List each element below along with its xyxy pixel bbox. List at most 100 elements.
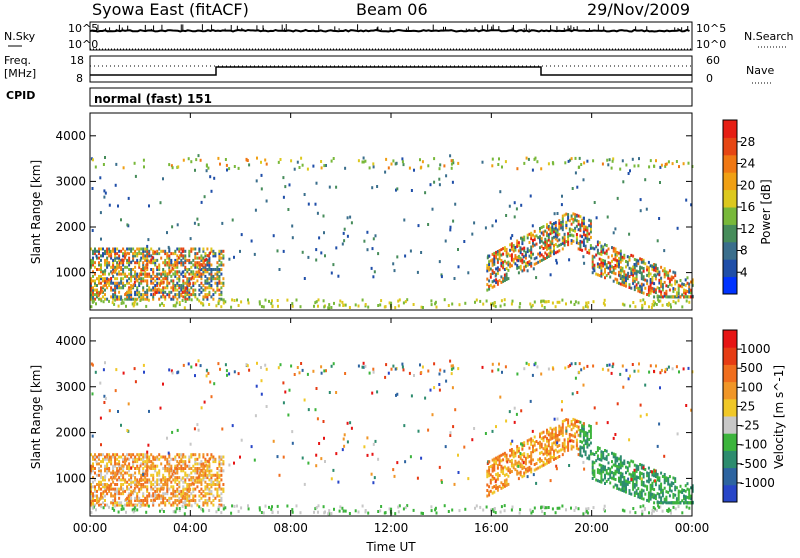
scatter-cell xyxy=(607,477,610,481)
scatter-cell xyxy=(533,435,536,439)
scatter-cell xyxy=(90,511,93,515)
scatter-cell xyxy=(115,368,118,372)
scatter-cell xyxy=(677,501,680,505)
scatter-cell xyxy=(218,263,221,267)
scatter-cell xyxy=(110,281,113,285)
scatter-cell xyxy=(122,478,125,482)
scatter-cell xyxy=(546,437,548,440)
scatter-cell xyxy=(186,464,189,468)
scatter-cell xyxy=(176,469,179,473)
scatter-cell xyxy=(126,261,129,265)
scatter-cell xyxy=(669,303,672,307)
scatter-cell xyxy=(572,220,575,224)
scatter-cell xyxy=(579,420,582,424)
scatter-cell xyxy=(300,362,303,365)
scatter-cell xyxy=(605,265,608,269)
scatter-cell xyxy=(143,266,146,270)
scatter-cell xyxy=(674,488,677,492)
scatter-cell xyxy=(556,300,559,304)
scatter-cell xyxy=(313,304,315,308)
scatter-cell xyxy=(547,452,550,456)
scatter-cell xyxy=(164,496,167,500)
scatter-cell xyxy=(188,279,191,283)
scatter-cell xyxy=(206,263,209,267)
scatter-cell xyxy=(621,475,624,479)
scatter-cell xyxy=(653,263,656,266)
scatter-cell xyxy=(120,218,122,222)
scatter-cell xyxy=(110,254,113,258)
scatter-cell xyxy=(128,457,131,461)
scatter-cell xyxy=(231,218,234,222)
scatter-cell xyxy=(216,478,219,482)
scatter-cell xyxy=(180,467,183,470)
scatter-cell xyxy=(100,265,102,269)
scatter-cell xyxy=(640,285,643,289)
scatter-cell xyxy=(609,267,612,271)
scatter-cell xyxy=(535,448,538,452)
scatter-cell xyxy=(116,478,119,482)
scatter-cell xyxy=(612,157,615,161)
scatter-cell xyxy=(614,483,617,487)
scatter-cell xyxy=(523,238,526,242)
scatter-cell xyxy=(106,471,109,475)
scatter-cell xyxy=(192,293,195,297)
scatter-cell xyxy=(555,464,558,468)
scatter-cell xyxy=(284,390,287,394)
scatter-cell xyxy=(584,431,587,435)
scatter-cell xyxy=(609,275,612,279)
scatter-cell xyxy=(160,288,163,292)
scatter-cell xyxy=(116,256,119,260)
scatter-cell xyxy=(100,496,102,500)
scatter-cell xyxy=(560,221,563,224)
scatter-cell xyxy=(142,158,145,162)
scatter-cell xyxy=(579,431,582,435)
scatter-cell xyxy=(524,467,527,471)
scatter-cell xyxy=(164,464,167,468)
scatter-cell xyxy=(554,456,557,460)
scatter-cell xyxy=(132,460,135,464)
scatter-cell xyxy=(148,288,151,292)
scatter-cell xyxy=(194,288,197,292)
scatter-cell xyxy=(90,279,92,283)
scatter-cell xyxy=(604,465,606,469)
scatter-cell xyxy=(180,261,183,265)
scatter-cell xyxy=(508,410,511,414)
scatter-cell xyxy=(651,495,654,499)
scatter-cell xyxy=(625,482,627,486)
scatter-cell xyxy=(505,214,508,217)
scatter-cell xyxy=(604,482,606,485)
scatter-cell xyxy=(665,495,668,499)
scatter-cell xyxy=(146,450,149,454)
scatter-cell xyxy=(146,468,149,472)
scatter-cell xyxy=(210,485,213,489)
scatter-cell xyxy=(516,464,519,468)
scatter-cell xyxy=(665,295,668,299)
scatter-cell xyxy=(130,274,133,278)
scatter-cell xyxy=(498,251,501,255)
scatter-cell xyxy=(166,487,169,491)
scatter-cell xyxy=(92,288,94,292)
scatter-cell xyxy=(174,466,176,470)
scatter-cell xyxy=(444,445,447,449)
scatter-cell xyxy=(632,268,635,272)
scatter-cell xyxy=(175,301,178,305)
scatter-cell xyxy=(150,464,153,468)
scatter-cell xyxy=(132,301,135,305)
scatter-cell xyxy=(207,166,210,170)
scatter-cell xyxy=(637,270,640,274)
scatter-cell xyxy=(574,226,577,230)
scatter-cell xyxy=(124,455,127,459)
scatter-cell xyxy=(398,298,401,302)
scatter-cell xyxy=(192,270,195,274)
scatter-cell xyxy=(570,506,572,510)
scatter-cell xyxy=(503,479,506,483)
scatter-cell xyxy=(184,281,187,285)
scatter-cell xyxy=(96,249,98,253)
scatter-cell xyxy=(639,490,642,494)
scatter-cell xyxy=(509,454,512,458)
scatter-cell xyxy=(125,292,128,295)
scatter-cell xyxy=(491,477,494,481)
scatter-cell xyxy=(616,467,619,471)
scatter-cell xyxy=(611,270,613,274)
scatter-cell xyxy=(194,247,197,251)
